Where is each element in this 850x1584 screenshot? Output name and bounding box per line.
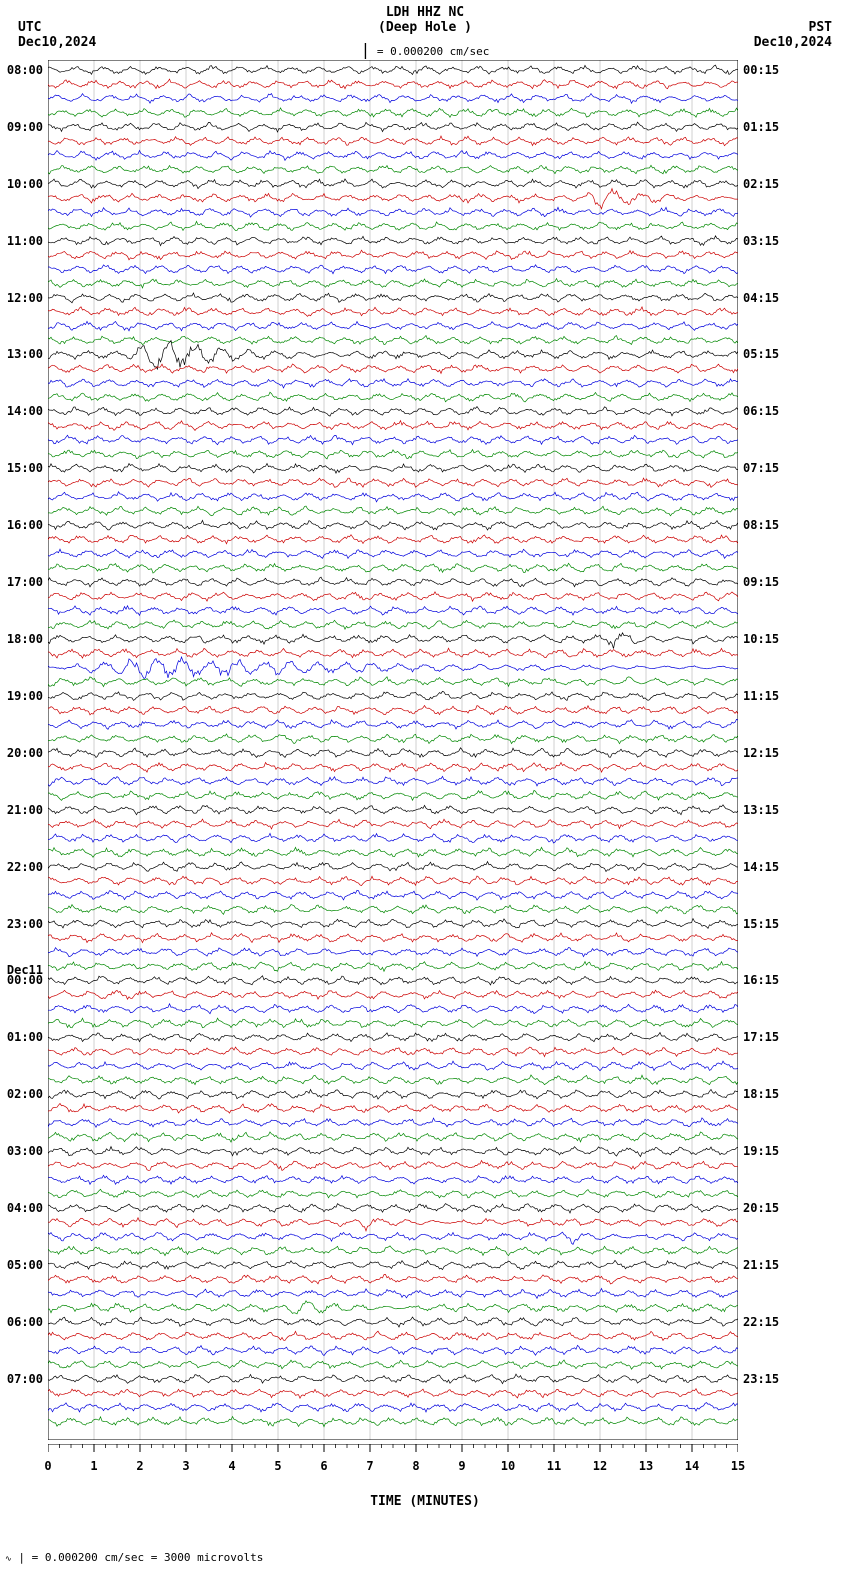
pst-hour-label: 09:15 <box>743 575 779 589</box>
pst-hour-label: 12:15 <box>743 746 779 760</box>
utc-hour-label: 17:00 <box>7 575 43 589</box>
pst-hour-label: 15:15 <box>743 917 779 931</box>
x-tick-label: 2 <box>136 1459 143 1473</box>
utc-hour-label: 10:00 <box>7 177 43 191</box>
x-axis: 0123456789101112131415 <box>48 1444 738 1484</box>
utc-hour-label: 16:00 <box>7 518 43 532</box>
pst-hour-label: 00:15 <box>743 63 779 77</box>
utc-hour-label: 15:00 <box>7 461 43 475</box>
seismogram-container: LDH HHZ NC (Deep Hole ) UTC Dec10,2024 P… <box>0 0 850 1584</box>
utc-hour-label: 08:00 <box>7 63 43 77</box>
x-axis-title: TIME (MINUTES) <box>370 1494 480 1509</box>
x-tick-label: 15 <box>731 1459 745 1473</box>
pst-hour-label: 23:15 <box>743 1372 779 1386</box>
utc-hour-label: 13:00 <box>7 347 43 361</box>
x-tick-label: 9 <box>458 1459 465 1473</box>
utc-hour-label: 06:00 <box>7 1315 43 1329</box>
x-tick-label: 11 <box>547 1459 561 1473</box>
pst-hour-label: 07:15 <box>743 461 779 475</box>
x-tick-label: 4 <box>228 1459 235 1473</box>
x-tick-label: 10 <box>501 1459 515 1473</box>
utc-hour-label: 14:00 <box>7 404 43 418</box>
utc-date: Dec10,2024 <box>18 35 96 50</box>
pst-hour-label: 20:15 <box>743 1201 779 1215</box>
x-tick-label: 14 <box>685 1459 699 1473</box>
utc-hour-label: 02:00 <box>7 1087 43 1101</box>
utc-hour-label: 18:00 <box>7 632 43 646</box>
pst-hour-label: 10:15 <box>743 632 779 646</box>
x-tick-label: 1 <box>90 1459 97 1473</box>
utc-hour-label: 04:00 <box>7 1201 43 1215</box>
header: LDH HHZ NC (Deep Hole ) UTC Dec10,2024 P… <box>0 0 850 50</box>
pst-hour-label: 17:15 <box>743 1030 779 1044</box>
x-tick-label: 6 <box>320 1459 327 1473</box>
pst-label: PST <box>809 20 832 35</box>
x-tick-label: 7 <box>366 1459 373 1473</box>
x-tick-label: 12 <box>593 1459 607 1473</box>
x-axis-ticks-svg <box>48 1444 738 1464</box>
utc-hour-label: 09:00 <box>7 120 43 134</box>
pst-hour-label: 08:15 <box>743 518 779 532</box>
utc-hour-label: 20:00 <box>7 746 43 760</box>
pst-hour-label: 21:15 <box>743 1258 779 1272</box>
pst-hour-label: 13:15 <box>743 803 779 817</box>
x-tick-label: 0 <box>44 1459 51 1473</box>
pst-date: Dec10,2024 <box>754 35 832 50</box>
utc-hour-label: 23:00 <box>7 917 43 931</box>
x-tick-label: 13 <box>639 1459 653 1473</box>
utc-hour-label: 21:00 <box>7 803 43 817</box>
x-tick-label: 3 <box>182 1459 189 1473</box>
pst-hour-label: 11:15 <box>743 689 779 703</box>
utc-hour-label: 03:00 <box>7 1144 43 1158</box>
pst-hour-label: 22:15 <box>743 1315 779 1329</box>
pst-hour-label: 16:15 <box>743 973 779 987</box>
station-title: LDH HHZ NC <box>386 5 464 20</box>
utc-hour-label: 19:00 <box>7 689 43 703</box>
utc-hour-label: 07:00 <box>7 1372 43 1386</box>
pst-hour-label: 05:15 <box>743 347 779 361</box>
x-tick-label: 8 <box>412 1459 419 1473</box>
pst-hour-label: 06:15 <box>743 404 779 418</box>
utc-hour-label: 22:00 <box>7 860 43 874</box>
pst-hour-label: 03:15 <box>743 234 779 248</box>
x-tick-label: 5 <box>274 1459 281 1473</box>
pst-hour-label: 01:15 <box>743 120 779 134</box>
utc-hour-label: 11:00 <box>7 234 43 248</box>
utc-label: UTC <box>18 20 41 35</box>
seismogram-svg <box>48 60 738 1440</box>
pst-hour-label: 18:15 <box>743 1087 779 1101</box>
date-change-label: Dec11 <box>7 964 43 978</box>
footer-scale: ∿ | = 0.000200 cm/sec = 3000 microvolts <box>5 1551 263 1564</box>
scale-info: | = 0.000200 cm/sec <box>361 40 490 59</box>
utc-hour-label: 12:00 <box>7 291 43 305</box>
station-subtitle: (Deep Hole ) <box>378 20 472 35</box>
utc-hour-label: 01:00 <box>7 1030 43 1044</box>
pst-hour-label: 14:15 <box>743 860 779 874</box>
plot-area: 08:0000:1509:0001:1510:0002:1511:0003:15… <box>48 60 738 1440</box>
pst-hour-label: 19:15 <box>743 1144 779 1158</box>
pst-hour-label: 04:15 <box>743 291 779 305</box>
utc-hour-label: 05:00 <box>7 1258 43 1272</box>
pst-hour-label: 02:15 <box>743 177 779 191</box>
